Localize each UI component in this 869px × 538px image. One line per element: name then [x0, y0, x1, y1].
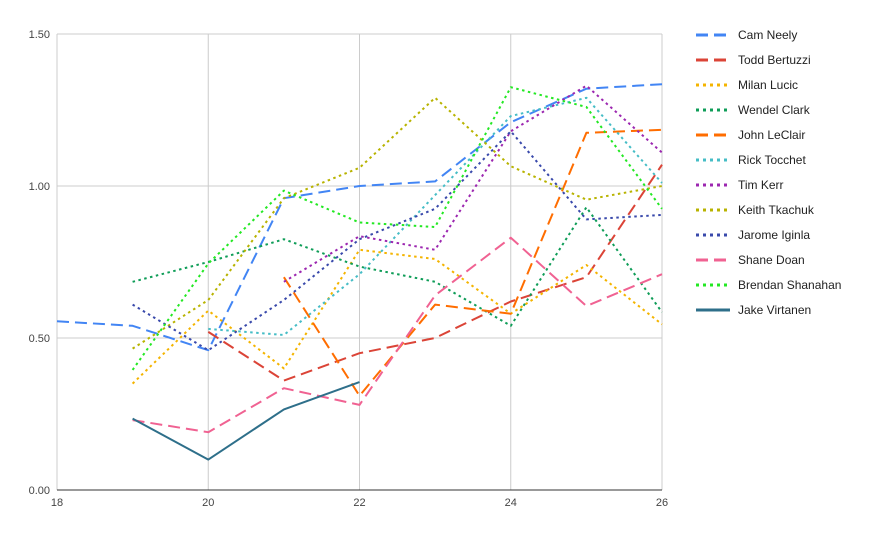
- legend-label: Tim Kerr: [738, 178, 784, 192]
- y-tick-label: 1.50: [29, 29, 50, 41]
- series-line: [132, 206, 663, 327]
- x-tick-label: 18: [51, 497, 63, 509]
- series-line: [56, 83, 663, 352]
- series-line: [132, 381, 360, 461]
- y-tick-label: 0.50: [29, 333, 50, 345]
- series-line: [131, 86, 663, 371]
- series-line: [207, 164, 663, 382]
- gridlines: [56, 33, 663, 491]
- x-tick-label: 20: [202, 497, 214, 509]
- series-line: [132, 236, 663, 434]
- series-line: [283, 84, 663, 283]
- legend-label: Cam Neely: [738, 28, 797, 42]
- series-line: [131, 248, 663, 385]
- series-line: [208, 96, 663, 336]
- x-tick-label: 24: [505, 497, 517, 509]
- legend-label: Brendan Shanahan: [738, 278, 841, 292]
- legend-label: Keith Tkachuk: [738, 203, 815, 217]
- legend-label: Jake Virtanen: [738, 303, 811, 317]
- y-axis-ticks: 0.00 0.50 1.00 1.50: [29, 29, 50, 497]
- y-tick-label: 1.00: [29, 181, 50, 193]
- legend-label: Shane Doan: [738, 253, 805, 267]
- series-line: [132, 130, 663, 352]
- x-tick-label: 22: [353, 497, 365, 509]
- legend: Cam Neely Todd Bertuzzi Milan Lucic Wendel …: [696, 28, 841, 317]
- x-axis-ticks: 18 20 22 24 26: [51, 497, 668, 509]
- y-tick-label: 0.00: [29, 485, 50, 497]
- legend-label: John LeClair: [738, 128, 805, 142]
- legend-label: Milan Lucic: [738, 78, 798, 92]
- legend-label: Todd Bertuzzi: [738, 53, 811, 67]
- x-tick-label: 26: [656, 497, 668, 509]
- series-line: [283, 128, 663, 397]
- series-lines: [56, 83, 663, 461]
- legend-label: Rick Tocchet: [738, 153, 806, 167]
- legend-label: Wendel Clark: [738, 103, 811, 117]
- series-line: [132, 96, 663, 350]
- legend-label: Jarome Iginla: [738, 228, 810, 242]
